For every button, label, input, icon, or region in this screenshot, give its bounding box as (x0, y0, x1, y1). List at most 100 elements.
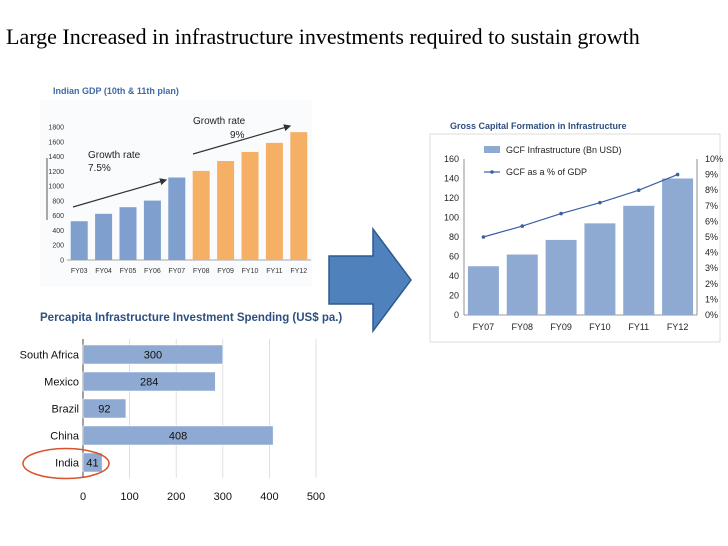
pc-x-tick-label: 100 (120, 491, 138, 503)
gcf-y-tick-label: 20 (449, 291, 459, 301)
gdp-growth-arrow-11th (192, 124, 292, 155)
gdp-chart: 1800 1600 1400 1200 1000 800 600 400 200 0 FY03 FY0… (40, 100, 312, 287)
gdp-bar (168, 177, 186, 260)
gcf-y2-tick-label: 3% (705, 263, 718, 273)
gdp-x-tick-label: FY08 (193, 268, 210, 275)
gcf-y2-tick-label: 9% (705, 170, 718, 180)
pc-bar (82, 425, 274, 446)
gdp-y-tick-label: 1800 (48, 125, 64, 132)
pc-x-tick-label: 500 (307, 491, 325, 503)
gdp-bar (290, 132, 308, 260)
slide-title: Large Increased in infrastructure invest… (6, 24, 640, 49)
pc-x-tick-label: 200 (167, 491, 185, 503)
gcf-legend-bar-swatch (484, 146, 500, 153)
gdp-y-tick-label: 1200 (48, 169, 64, 176)
gcf-y-tick-label: 160 (444, 154, 459, 164)
gcf-pct-point (636, 188, 641, 192)
gdp-x-tick-label: FY11 (266, 268, 282, 275)
gdp-bar (241, 151, 259, 260)
gdp-y-tick-label: 800 (52, 198, 64, 205)
gdp-bar (95, 213, 113, 260)
gdp-annotation-10th-value: 7.5% (88, 163, 111, 174)
gdp-x-tick-label: FY03 (71, 268, 88, 275)
gcf-pct-point (520, 224, 525, 228)
pc-bar (82, 344, 224, 365)
gdp-annotation-11th-value: 9% (230, 130, 245, 141)
gdp-y-tick-label: 1000 (48, 184, 64, 191)
gdp-x-tick-label: FY12 (290, 268, 307, 275)
gcf-x-tick-label: FY12 (667, 322, 689, 332)
gdp-y-tick-label: 200 (52, 243, 64, 250)
pc-category-label: Brazil (51, 404, 79, 416)
gcf-y2-tick-label: 0% (705, 310, 718, 320)
gcf-bar (584, 223, 616, 315)
pc-x-tick-label: 300 (214, 491, 232, 503)
gdp-y-tick-label: 600 (52, 213, 64, 220)
gcf-x-tick-label: FY08 (511, 322, 533, 332)
gdp-x-tick-label: FY09 (217, 268, 234, 275)
gcf-x-tick-label: FY10 (589, 322, 611, 332)
gcf-y2-tick-label: 8% (705, 185, 718, 195)
percapita-chart-title: Percapita Infrastructure Investment Spen… (40, 312, 343, 324)
gcf-y2-tick-label: 2% (705, 279, 718, 289)
gdp-x-tick-label: FY06 (144, 268, 161, 275)
gcf-y-tick-label: 140 (444, 174, 459, 184)
right-arrow-icon (328, 226, 412, 334)
gcf-pct-point (559, 211, 563, 216)
pc-bar-value: 41 (86, 458, 98, 470)
gdp-bar (265, 142, 283, 260)
gcf-bar (662, 178, 694, 315)
gcf-y-tick-label: 60 (449, 252, 459, 262)
gcf-y-tick-label: 100 (444, 213, 459, 223)
gcf-pct-point (481, 235, 486, 239)
gcf-bar (467, 266, 499, 315)
gdp-bar (70, 221, 88, 260)
gdp-bar (192, 170, 210, 260)
gdp-x-tick-label: FY07 (168, 268, 185, 275)
pc-highlight-circle (22, 447, 110, 480)
gcf-x-tick-label: FY11 (628, 322, 649, 332)
pc-bar (82, 371, 216, 392)
gcf-x-tick-label: FY07 (473, 322, 495, 332)
gcf-legend-line-marker (490, 170, 494, 174)
pc-category-label: South Africa (20, 350, 80, 362)
pc-bar-value: 92 (98, 404, 110, 416)
pc-bar-value: 408 (169, 431, 187, 443)
gcf-y2-tick-label: 6% (705, 216, 718, 226)
gcf-y2-tick-label: 4% (705, 248, 718, 258)
gcf-y2-tick-label: 1% (705, 294, 718, 304)
pc-x-tick-label: 400 (260, 491, 278, 503)
gdp-bar (119, 207, 137, 260)
gcf-chart: 160 140 120 100 80 60 40 20 0 10% 9% 8% 7% 6% 5% 4% 3% 2%… (429, 133, 723, 343)
gcf-bar (623, 205, 655, 315)
gcf-chart-title: Gross Capital Formation in Infrastructur… (450, 121, 627, 131)
gdp-chart-title: Indian GDP (10th & 11th plan) (53, 86, 179, 96)
gdp-y-tick-label: 1600 (48, 139, 64, 146)
gdp-annotation-10th-label: Growth rate (88, 150, 141, 161)
gcf-pct-point (675, 172, 680, 177)
pc-x-tick-label: 0 (80, 491, 86, 503)
pc-bar-value: 284 (140, 377, 158, 389)
gdp-bar (143, 200, 161, 260)
pc-category-label: Mexico (44, 377, 79, 389)
gdp-growth-arrow-10th (72, 178, 168, 208)
gdp-x-tick-label: FY10 (242, 268, 259, 275)
gcf-y-tick-label: 0 (454, 310, 459, 320)
gcf-y2-tick-label: 5% (705, 232, 718, 242)
gdp-x-tick-label: FY04 (95, 268, 112, 275)
gdp-y-tick-label: 400 (52, 228, 64, 235)
pc-bar-value: 300 (144, 350, 162, 362)
percapita-chart: 0 100 200 300 400 500 South Africa 300 Mexico 284… (20, 339, 325, 503)
pc-bar (82, 452, 103, 473)
gdp-x-tick-label: FY05 (120, 268, 137, 275)
gdp-annotation-11th-label: Growth rate (193, 116, 246, 127)
pc-category-label: China (50, 431, 80, 443)
pc-category-label: India (55, 458, 80, 470)
gcf-y2-tick-label: 7% (705, 201, 718, 211)
gcf-pct-line (483, 174, 678, 238)
gcf-pct-point (598, 200, 602, 205)
gcf-x-tick-label: FY09 (550, 322, 572, 332)
gdp-y-tick-label: 1400 (48, 154, 64, 161)
gcf-bar (545, 239, 577, 315)
gcf-y-tick-label: 120 (444, 193, 459, 203)
